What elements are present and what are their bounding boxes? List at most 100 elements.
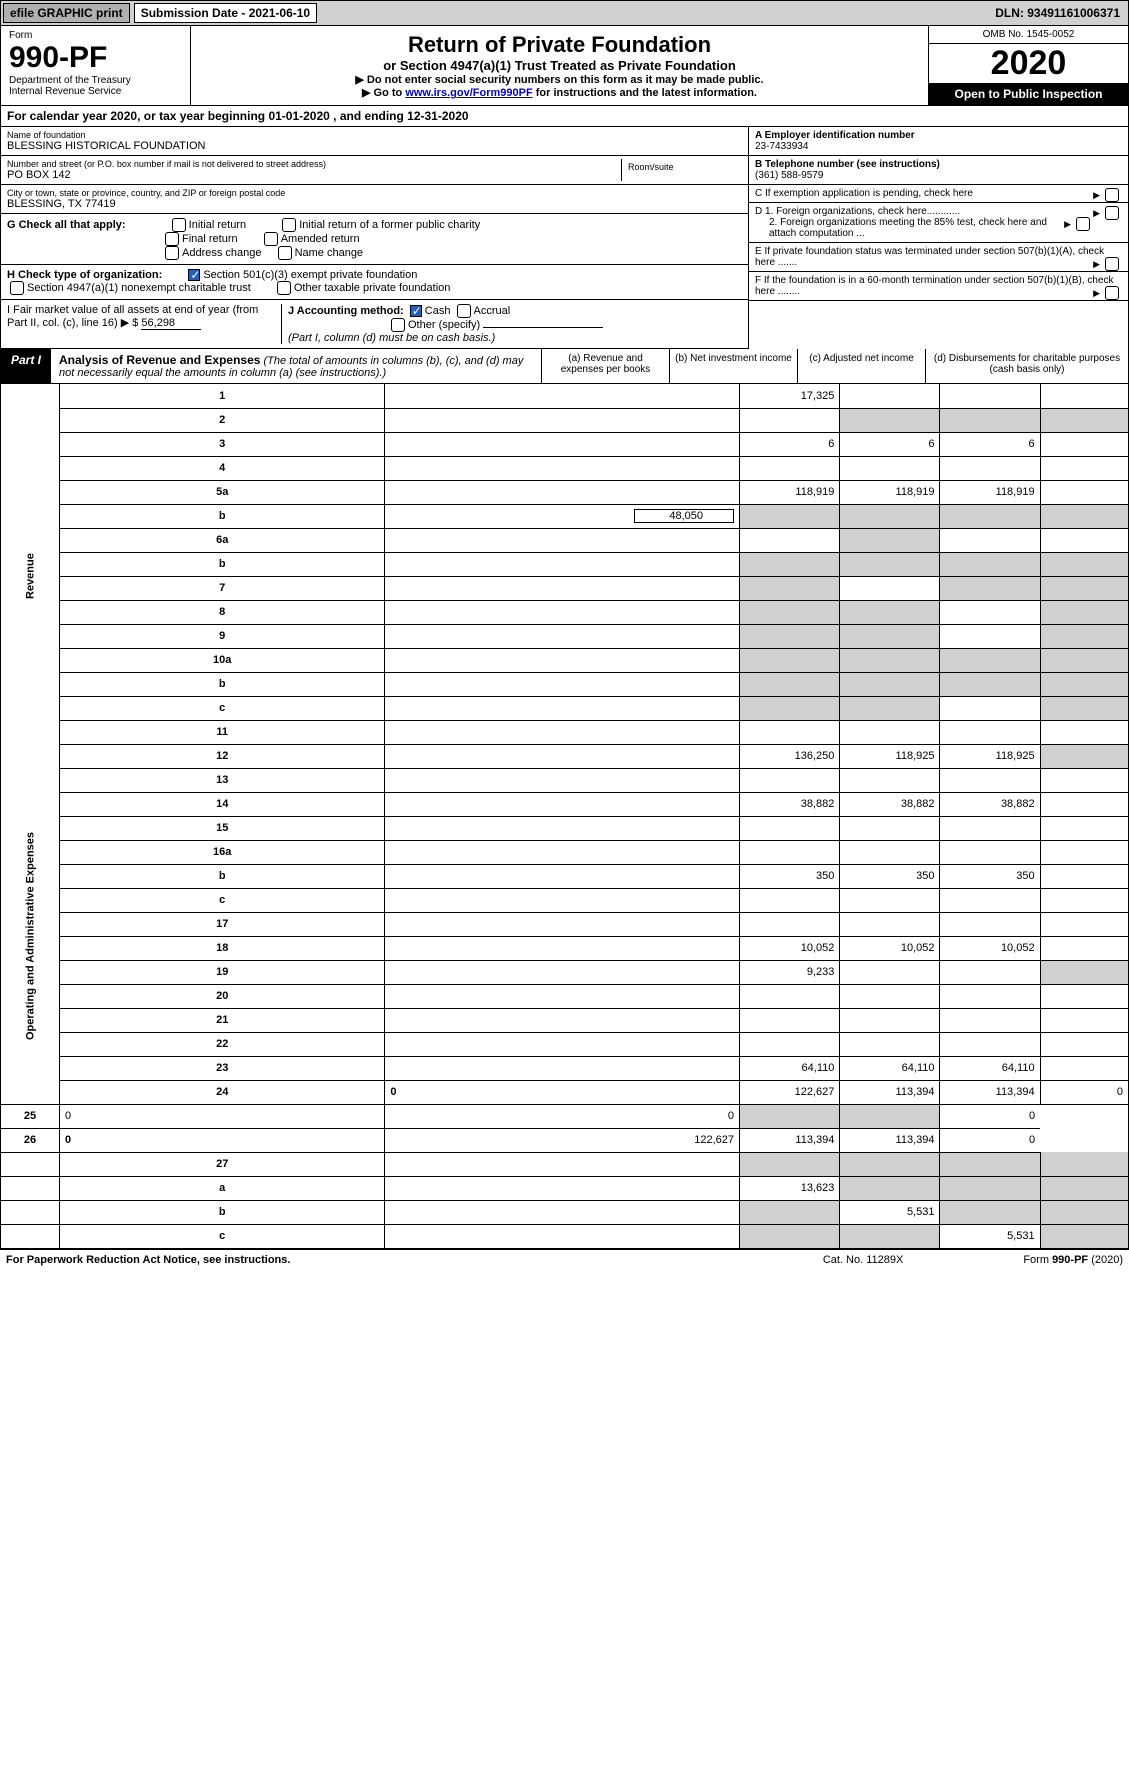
value-col-b: 113,394 xyxy=(739,1128,839,1152)
value-col-a xyxy=(739,1008,839,1032)
value-col-b xyxy=(840,888,940,912)
line-description xyxy=(385,480,740,504)
cat-no: Cat. No. 11289X xyxy=(823,1254,904,1266)
table-row: c5,531 xyxy=(1,1224,1129,1248)
value-col-b xyxy=(840,696,940,720)
value-col-c: 6 xyxy=(940,432,1040,456)
value-col-a: 13,623 xyxy=(739,1176,839,1200)
dept-label: Department of the Treasury Internal Reve… xyxy=(9,75,182,97)
line-description xyxy=(385,528,740,552)
cb-accrual[interactable] xyxy=(457,304,471,318)
cb-cash[interactable] xyxy=(410,305,422,317)
value-col-b xyxy=(840,1032,940,1056)
line-description xyxy=(385,600,740,624)
value-col-d xyxy=(1040,720,1128,744)
cb-initial-return[interactable] xyxy=(172,218,186,232)
value-col-c xyxy=(940,720,1040,744)
value-col-d xyxy=(1040,816,1128,840)
line-description xyxy=(385,1152,740,1176)
value-col-c xyxy=(940,456,1040,480)
value-col-a xyxy=(739,984,839,1008)
form-subtitle: or Section 4947(a)(1) Trust Treated as P… xyxy=(197,58,922,73)
value-col-a xyxy=(739,552,839,576)
value-col-c xyxy=(940,504,1040,528)
table-row: 10a xyxy=(1,648,1129,672)
cb-4947[interactable] xyxy=(10,281,24,295)
value-col-c xyxy=(940,1152,1040,1176)
value-col-a xyxy=(739,768,839,792)
line-description xyxy=(385,1200,740,1224)
value-col-c: 10,052 xyxy=(940,936,1040,960)
value-col-b: 113,394 xyxy=(840,1080,940,1104)
cb-other-taxable[interactable] xyxy=(277,281,291,295)
value-col-b xyxy=(840,912,940,936)
value-col-a: 6 xyxy=(739,432,839,456)
irs-link[interactable]: www.irs.gov/Form990PF xyxy=(405,87,532,99)
table-row: 1810,05210,05210,052 xyxy=(1,936,1129,960)
value-col-d xyxy=(1040,1008,1128,1032)
form-title: Return of Private Foundation xyxy=(197,32,922,58)
line-number: b xyxy=(60,864,385,888)
cb-D2[interactable] xyxy=(1076,217,1090,231)
line-number: b xyxy=(60,1200,385,1224)
efile-btn[interactable]: efile GRAPHIC print xyxy=(3,3,130,23)
line-number: a xyxy=(60,1176,385,1200)
line-description xyxy=(385,936,740,960)
cb-F[interactable] xyxy=(1105,286,1119,300)
table-row: b48,050 xyxy=(1,504,1129,528)
value-col-c xyxy=(940,624,1040,648)
col-b-hdr: (b) Net investment income xyxy=(669,349,797,383)
value-col-c xyxy=(940,648,1040,672)
value-col-d xyxy=(1040,528,1128,552)
cb-C[interactable] xyxy=(1105,188,1119,202)
cb-initial-former[interactable] xyxy=(282,218,296,232)
line-description xyxy=(385,408,740,432)
cb-D1[interactable] xyxy=(1105,206,1119,220)
value-col-d xyxy=(1040,1176,1128,1200)
cb-E[interactable] xyxy=(1105,257,1119,271)
value-col-d xyxy=(1040,672,1128,696)
value-col-a: 38,882 xyxy=(739,792,839,816)
cb-addr-change[interactable] xyxy=(165,246,179,260)
value-col-d: 0 xyxy=(940,1128,1040,1152)
line-number: b xyxy=(60,504,385,528)
line-number: 1 xyxy=(60,384,385,408)
cb-name-change[interactable] xyxy=(278,246,292,260)
table-row: 9 xyxy=(1,624,1129,648)
value-col-a xyxy=(739,1224,839,1248)
value-col-c: 64,110 xyxy=(940,1056,1040,1080)
tax-year: 2020 xyxy=(929,44,1128,83)
value-col-a xyxy=(739,720,839,744)
value-col-d xyxy=(1040,480,1128,504)
cb-final-return[interactable] xyxy=(165,232,179,246)
value-col-c xyxy=(940,1200,1040,1224)
value-col-c xyxy=(940,912,1040,936)
cb-other-method[interactable] xyxy=(391,318,405,332)
line-number: 7 xyxy=(60,576,385,600)
cb-501c3[interactable] xyxy=(188,269,200,281)
table-row: 6a xyxy=(1,528,1129,552)
table-row: 12136,250118,925118,925 xyxy=(1,744,1129,768)
value-col-c xyxy=(940,384,1040,408)
value-col-b xyxy=(840,960,940,984)
revenue-side-label: Revenue xyxy=(1,384,60,768)
line-description xyxy=(385,1008,740,1032)
value-col-c xyxy=(940,768,1040,792)
cb-amended[interactable] xyxy=(264,232,278,246)
address-cell: Number and street (or P.O. box number if… xyxy=(1,156,748,185)
line-number: 17 xyxy=(60,912,385,936)
submission-date: Submission Date - 2021-06-10 xyxy=(134,3,317,23)
value-col-b: 118,925 xyxy=(840,744,940,768)
line-number: 21 xyxy=(60,1008,385,1032)
table-row: 199,233 xyxy=(1,960,1129,984)
value-col-b xyxy=(840,984,940,1008)
value-col-b xyxy=(840,384,940,408)
line-number: b xyxy=(60,552,385,576)
line-number: 18 xyxy=(60,936,385,960)
value-col-b: 38,882 xyxy=(840,792,940,816)
value-col-d xyxy=(1040,552,1128,576)
section-E: E If private foundation status was termi… xyxy=(749,243,1128,272)
form-label: Form xyxy=(9,30,182,41)
value-col-b xyxy=(739,1104,839,1128)
value-col-b xyxy=(840,1224,940,1248)
